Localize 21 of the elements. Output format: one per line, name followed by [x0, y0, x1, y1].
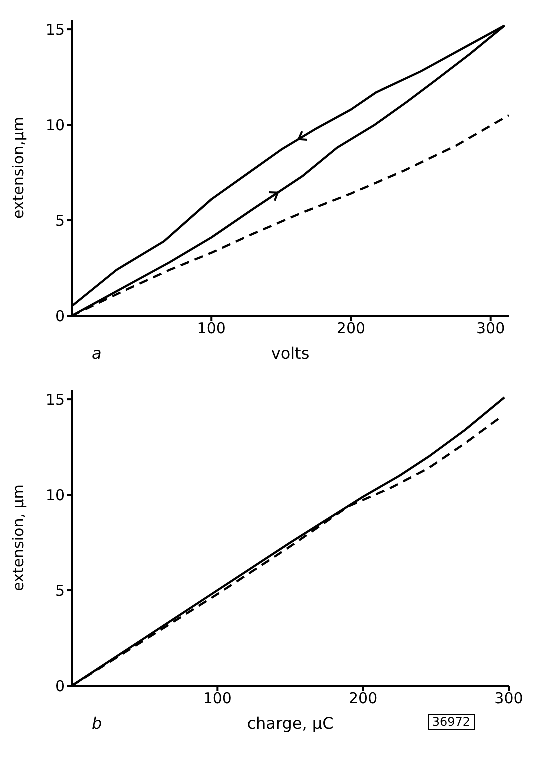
x-axis-title: volts [270, 344, 311, 363]
x-tick-label: 300 [476, 320, 506, 338]
y-tick-label: 10 [46, 486, 65, 504]
y-tick-label: 15 [46, 390, 65, 409]
x-tick-label: 100 [203, 690, 232, 708]
text: 36972 [428, 714, 475, 730]
y-tick-label: 5 [55, 212, 65, 230]
y-tick-label: 0 [55, 677, 65, 696]
y-tick-label: 10 [46, 116, 65, 134]
y-tick-label: 5 [55, 582, 65, 600]
x-tick-label: 200 [349, 690, 378, 708]
y-axis-title: extension,μm [9, 116, 28, 220]
x-axis-title: charge, μC [246, 714, 335, 733]
y-axis-title: extension, μm [9, 484, 28, 592]
y-tick-label: 0 [55, 307, 65, 326]
y-tick-label: 15 [46, 20, 65, 39]
x-tick-label: 100 [197, 320, 226, 338]
x-tick-label: 300 [494, 690, 524, 708]
text: a [92, 344, 102, 363]
x-tick-label: 200 [336, 320, 366, 338]
text: b [92, 714, 102, 733]
